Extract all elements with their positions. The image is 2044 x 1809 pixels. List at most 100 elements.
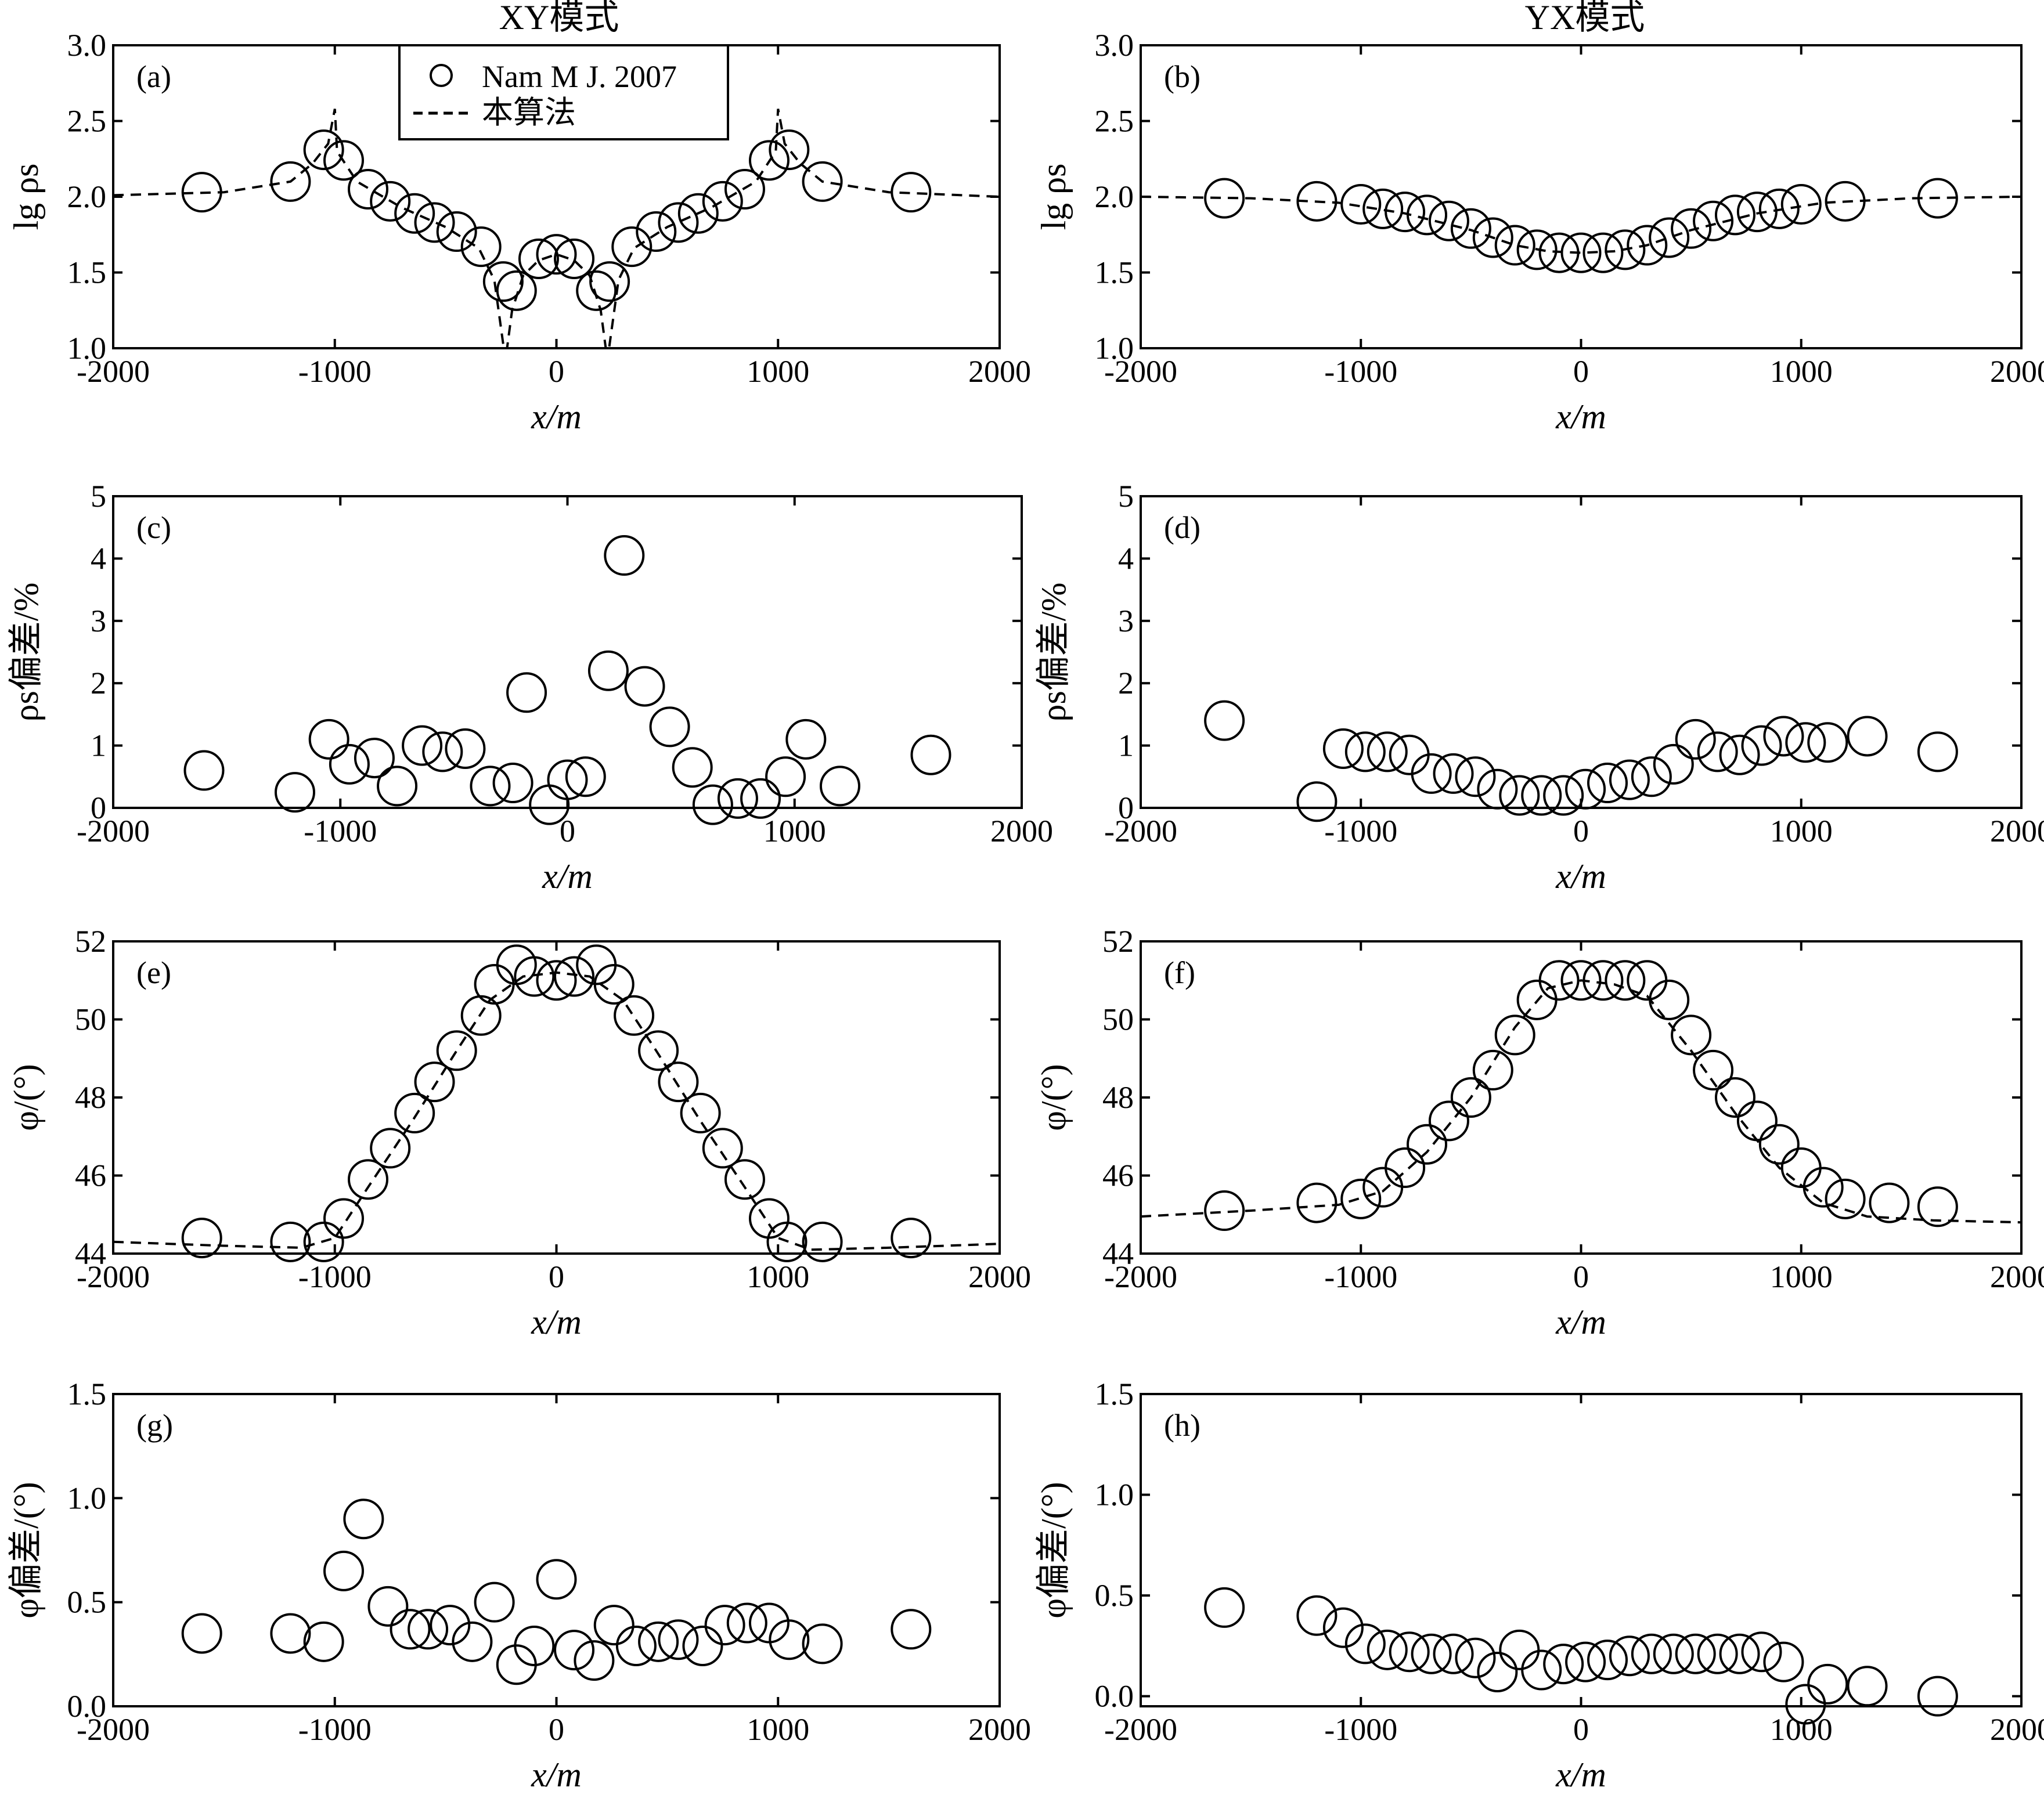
data-point (414, 202, 455, 243)
data-point (303, 1621, 344, 1662)
data-point (576, 270, 617, 311)
y-tick-label: 3.0 (1095, 28, 1134, 63)
data-point (1407, 194, 1448, 236)
data-point (593, 1605, 635, 1646)
y-axis-label: lg ρs (7, 164, 45, 230)
data-point (1697, 1633, 1738, 1674)
x-tick-label: 1000 (1770, 354, 1833, 389)
data-point (370, 180, 411, 222)
y-axis-label: φ偏差/(°) (7, 1482, 45, 1618)
data-point (1494, 225, 1535, 266)
data-point (1917, 731, 1958, 772)
data-point (1714, 1077, 1755, 1118)
data-point (1671, 208, 1712, 249)
data-point (1758, 188, 1800, 229)
data-point (1538, 960, 1580, 1001)
model-curve (1141, 979, 2021, 1224)
plot-area (1141, 979, 2021, 1224)
x-tick-label: -1000 (298, 1259, 372, 1294)
legend-box (398, 44, 729, 140)
y-tick-label: 0.0 (1095, 1679, 1134, 1714)
y-tick-label: 1.0 (1095, 1478, 1134, 1512)
data-point (1605, 229, 1646, 270)
data-point (422, 731, 463, 772)
data-point (482, 261, 524, 302)
x-tick-label: 0 (1573, 1259, 1589, 1294)
data-point (1653, 1633, 1694, 1674)
x-tick-label: 2000 (968, 1259, 1031, 1294)
data-point (740, 778, 781, 819)
y-axis-label: lg ρs (1034, 164, 1073, 230)
data-point (1322, 1607, 1364, 1648)
data-point (1385, 1147, 1426, 1189)
data-point (1847, 1666, 1888, 1707)
y-axis-label: ρs偏差/% (7, 583, 45, 722)
data-point (1917, 1186, 1958, 1227)
chart-panel-e: -2000 -1000 0 1000 2000 44 46 48 50 52 x/m φ/(°) (e) (7, 924, 1031, 1341)
y-tick-label: 3.0 (67, 28, 107, 63)
data-point (183, 750, 225, 791)
x-tick-label: -2000 (1104, 1259, 1177, 1294)
data-point (1631, 1633, 1672, 1674)
x-tick-label: 1000 (1770, 1712, 1833, 1747)
data-point (430, 1605, 471, 1646)
data-point (802, 161, 843, 202)
data-point (587, 650, 629, 691)
x-tick-label: 0 (1573, 354, 1589, 389)
y-tick-label: 48 (75, 1080, 106, 1115)
x-axis-label: x/m (1555, 857, 1606, 896)
data-point (1847, 716, 1888, 757)
data-point (724, 168, 765, 210)
data-point (470, 766, 511, 807)
data-point (529, 784, 570, 825)
x-axis-label: x/m (531, 398, 582, 436)
x-axis-label: x/m (542, 857, 593, 896)
x-tick-label: 0 (549, 354, 564, 389)
data-point (354, 738, 395, 779)
data-point (474, 1581, 515, 1623)
y-tick-label: 1.5 (1095, 1377, 1134, 1411)
model-curve (113, 971, 1000, 1251)
data-point (1494, 1014, 1535, 1056)
x-tick-label: 2000 (1990, 354, 2044, 389)
x-tick-label: 1000 (747, 354, 809, 389)
x-tick-label: -1000 (1324, 814, 1397, 848)
data-point (1407, 1124, 1448, 1165)
panel-label: (c) (136, 510, 171, 545)
x-tick-label: -1000 (1324, 1259, 1397, 1294)
y-axis-label: ρs偏差/% (1034, 583, 1073, 722)
x-tick-label: -1000 (1324, 354, 1397, 389)
data-point (1763, 716, 1804, 757)
data-point (1649, 979, 1690, 1020)
data-point (514, 956, 555, 997)
legend-marker-symbol (430, 64, 453, 87)
data-point (343, 1499, 384, 1540)
data-point (1296, 1595, 1338, 1636)
data-point (1362, 1167, 1404, 1208)
axes-frame (112, 940, 1001, 1255)
data-point (414, 1061, 455, 1103)
data-point (802, 1221, 843, 1262)
data-point (1741, 725, 1782, 766)
data-point (554, 1630, 595, 1671)
data-point (1719, 1633, 1760, 1674)
data-point (726, 1602, 767, 1644)
x-tick-label: -1000 (298, 1712, 372, 1747)
data-point (394, 193, 435, 234)
data-point (702, 180, 743, 222)
y-tick-label: 46 (75, 1158, 106, 1193)
data-point (1763, 1641, 1804, 1682)
y-tick-label: 4 (91, 541, 106, 576)
data-point (1433, 1633, 1474, 1674)
x-tick-label: 2000 (968, 1712, 1031, 1747)
legend-marker-label: Nam M J. 2007 (482, 59, 677, 94)
y-tick-label: 2.0 (1095, 179, 1134, 214)
data-point (1697, 731, 1738, 772)
data-point (638, 1030, 679, 1071)
data-point (270, 161, 311, 202)
data-point (1582, 232, 1624, 273)
data-point (460, 226, 502, 268)
data-point (1605, 960, 1646, 1001)
data-point (692, 784, 733, 825)
data-point (1803, 1167, 1844, 1208)
